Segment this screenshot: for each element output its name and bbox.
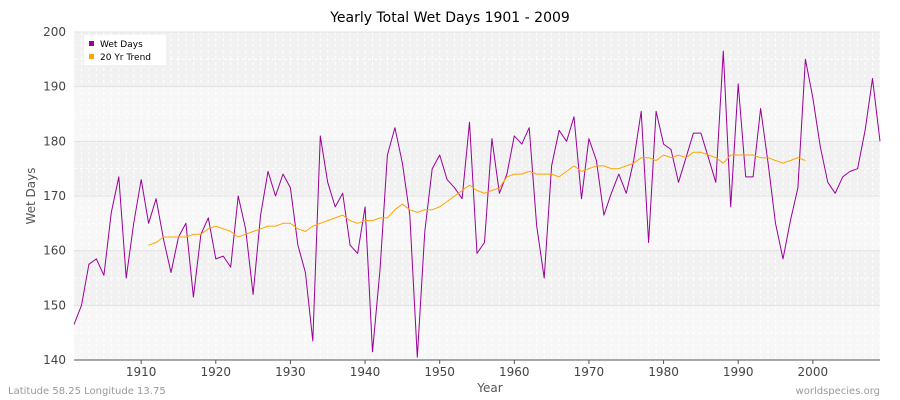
x-tick-label: 1990 [723, 365, 754, 379]
series-line-trend [148, 151, 806, 246]
y-tick-label: 160 [43, 244, 66, 258]
legend-swatch-wet-days [89, 41, 94, 46]
legend-box [84, 35, 166, 65]
series-layer [73, 50, 881, 358]
y-tick-label: 200 [43, 25, 66, 39]
grid [73, 31, 881, 361]
y-tick-label: 140 [43, 353, 66, 367]
x-tick-label: 1930 [275, 365, 306, 379]
x-tick-labels: 1910 1920 1930 1940 1950 1960 1970 1980 1990 2000 [126, 360, 828, 379]
y-tick-labels: 140 150 160 170 180 190 200 [43, 25, 66, 367]
footer-coordinates: Latitude 58.25 Longitude 13.75 [8, 386, 166, 397]
chart-title: Yearly Total Wet Days 1901 - 2009 [329, 10, 570, 26]
legend-label-wet-days: Wet Days [100, 40, 143, 50]
footer-source: worldspecies.org [796, 386, 880, 397]
y-tick-label: 180 [43, 134, 66, 148]
legend-label-trend: 20 Yr Trend [100, 53, 151, 63]
x-tick-label: 1960 [499, 365, 530, 379]
series-line-wet-days [73, 50, 881, 358]
x-tick-label: 1950 [424, 365, 455, 379]
legend: Wet Days 20 Yr Trend [84, 35, 166, 65]
x-tick-label: 1970 [574, 365, 605, 379]
x-axis-label: Year [476, 381, 502, 395]
y-tick-label: 170 [43, 189, 66, 203]
x-tick-label: 1940 [350, 365, 381, 379]
y-tick-label: 150 [43, 298, 66, 312]
legend-swatch-trend [89, 54, 94, 59]
y-tick-label: 190 [43, 80, 66, 94]
y-axis-label: Wet Days [24, 167, 38, 224]
x-tick-label: 2000 [798, 365, 829, 379]
x-tick-label: 1980 [648, 365, 679, 379]
x-tick-label: 1920 [201, 365, 232, 379]
x-tick-label: 1910 [126, 365, 157, 379]
